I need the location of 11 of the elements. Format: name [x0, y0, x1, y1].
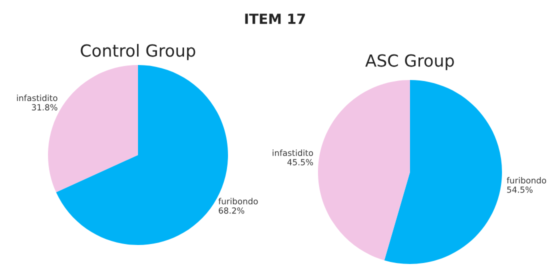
slice-label: furibondo [218, 198, 258, 204]
chart-title: Control Group [80, 44, 196, 60]
data-label: 68.2% [218, 207, 244, 214]
slice-label: infastidito [272, 150, 313, 156]
slice-label: infastidito [17, 94, 58, 102]
data-label: 45.5% [287, 159, 313, 166]
data-label: 54.5% [507, 186, 533, 193]
slice-label: furibondo [506, 177, 546, 184]
chart-title: ASC Group [365, 54, 454, 70]
data-label: 31.8% [32, 104, 58, 110]
text: ITEM 17 [245, 14, 305, 24]
